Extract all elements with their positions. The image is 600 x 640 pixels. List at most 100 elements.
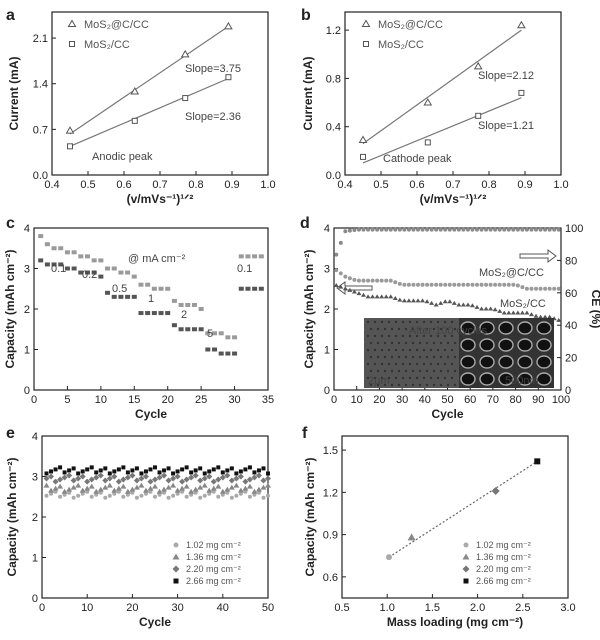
sem-texture [404, 369, 408, 373]
sem-texture [380, 362, 384, 366]
data-point [238, 254, 244, 259]
legend-marker [462, 553, 470, 560]
data-point [397, 297, 403, 302]
sem-texture [401, 376, 405, 380]
data-point [131, 117, 138, 124]
data-point [255, 486, 262, 492]
data-point [130, 490, 135, 495]
data-point [488, 282, 493, 287]
x-tick-label: 0.8 [481, 179, 496, 191]
data-point [333, 283, 339, 288]
legend-label: 1.02 mg cm⁻² [476, 540, 531, 550]
sem-texture [453, 355, 457, 359]
data-point [479, 282, 484, 287]
x-tick-label: 10 [81, 602, 93, 614]
panel-letter: b [301, 7, 311, 24]
y-axis-label: Capacity (mAh cm⁻²) [303, 457, 317, 576]
y2-tick-label: 80 [565, 255, 577, 267]
data-point [129, 486, 136, 492]
x-axis-label: Cycle [139, 615, 171, 629]
data-point [162, 468, 167, 473]
sem-texture [369, 327, 373, 331]
sem-texture [397, 355, 401, 359]
data-point [438, 300, 444, 305]
ce-point [343, 229, 348, 234]
series-label: MoS₂@C/CC [479, 267, 544, 279]
y2-axis-label: CE (%) [589, 290, 600, 329]
data-point [517, 20, 526, 29]
data-point [165, 286, 171, 291]
plot-frame [341, 435, 569, 599]
sem-texture [418, 383, 422, 387]
sem-texture [443, 376, 447, 380]
data-point [67, 468, 72, 473]
data-point [139, 493, 144, 498]
sem-texture [450, 376, 454, 380]
ce-point [479, 227, 484, 232]
data-point [107, 493, 112, 498]
y-tick-label: 0 [24, 385, 30, 397]
x-tick-label: 0.4 [337, 179, 352, 191]
data-point [219, 474, 226, 481]
data-point [180, 49, 190, 58]
sem-texture [404, 341, 408, 345]
data-point [66, 472, 73, 479]
data-point [170, 475, 177, 482]
data-point [62, 492, 67, 497]
arrow-left-icon [336, 281, 373, 295]
x-tick-label: 0.5 [334, 602, 349, 614]
data-point [529, 286, 534, 291]
sem-texture [369, 383, 373, 387]
data-point [215, 476, 222, 483]
sem-texture [415, 334, 419, 338]
data-point [157, 470, 162, 475]
sem-texture [443, 334, 447, 338]
data-point [424, 299, 430, 304]
x-tick-label: 20 [373, 394, 385, 406]
data-point [506, 282, 511, 287]
ce-point [370, 227, 375, 232]
data-point [475, 282, 480, 287]
data-point [84, 478, 91, 485]
data-point [242, 478, 249, 485]
ce-point [447, 227, 452, 232]
y-tick-label: 1.5 [323, 445, 338, 457]
data-point [124, 488, 131, 494]
ce-point [415, 227, 420, 232]
data-point [202, 471, 207, 476]
data-point [491, 486, 500, 495]
sem-texture [432, 355, 436, 359]
sem-texture [373, 348, 377, 352]
data-point [242, 485, 249, 491]
scale-bar-label: 2μm [368, 375, 390, 387]
sem-texture [397, 327, 401, 331]
sem-texture [446, 355, 450, 359]
sem-pore [536, 321, 552, 335]
ce-point [470, 227, 475, 232]
sem-texture [366, 376, 370, 380]
legend-marker [363, 41, 369, 47]
data-point [202, 493, 207, 498]
ce-point [520, 227, 525, 232]
y-tick-label: 1.2 [323, 487, 338, 499]
sem-texture [369, 341, 373, 345]
ce-point [556, 227, 561, 232]
data-point [245, 254, 251, 259]
data-point [139, 471, 144, 476]
sem-texture [380, 348, 384, 352]
data-point [180, 467, 185, 472]
data-point [166, 466, 171, 471]
data-point [519, 310, 525, 315]
data-point [58, 465, 63, 470]
sem-texture [418, 341, 422, 345]
x-tick-label: 3.0 [560, 602, 575, 614]
data-point [151, 311, 157, 316]
y-tick-label: 0 [32, 593, 38, 605]
ce-point [484, 227, 489, 232]
data-point [44, 262, 50, 267]
y2-tick-label: 60 [565, 288, 577, 300]
sem-texture [446, 369, 450, 373]
sem-texture [436, 320, 440, 324]
data-point [183, 476, 190, 483]
data-point [261, 466, 266, 471]
